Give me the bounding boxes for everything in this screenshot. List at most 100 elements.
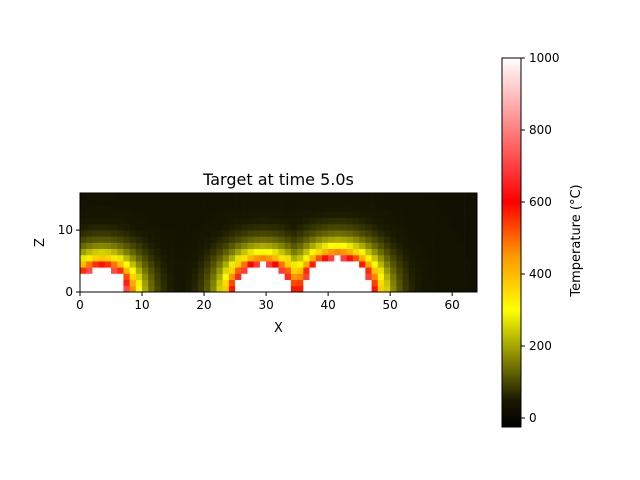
heatmap-cell: [471, 205, 478, 212]
heatmap-cell: [130, 212, 137, 219]
heatmap-cell: [365, 286, 372, 293]
heatmap-cell: [421, 267, 428, 274]
heatmap-cell: [297, 261, 304, 268]
heatmap-cell: [310, 273, 317, 280]
heatmap-cell: [390, 255, 397, 262]
heatmap-cell: [204, 236, 211, 243]
heatmap-cell: [179, 193, 186, 200]
heatmap-cell: [241, 249, 248, 256]
heatmap-cell: [452, 255, 459, 262]
heatmap-cell: [86, 267, 93, 274]
heatmap-cell: [210, 267, 217, 274]
heatmap-cell: [204, 286, 211, 293]
heatmap-cell: [260, 218, 267, 225]
heatmap-cell: [185, 205, 192, 212]
heatmap-cell: [285, 218, 292, 225]
heatmap-cell: [347, 249, 354, 256]
heatmap-cell: [142, 273, 149, 280]
heatmap-cell: [105, 205, 112, 212]
heatmap-cell: [179, 199, 186, 206]
heatmap-cell: [86, 255, 93, 262]
heatmap-cell: [446, 261, 453, 268]
heatmap-cell: [254, 280, 261, 287]
heatmap-cell: [384, 193, 391, 200]
heatmap-cell: [266, 224, 273, 231]
heatmap-cell: [427, 218, 434, 225]
heatmap-cell: [303, 243, 310, 250]
heatmap-cell: [198, 224, 205, 231]
heatmap-cell: [415, 286, 422, 293]
heatmap-cell: [415, 243, 422, 250]
heatmap-cell: [247, 236, 254, 243]
heatmap-cell: [353, 255, 360, 262]
heatmap-cell: [216, 224, 223, 231]
heatmap-cell: [285, 199, 292, 206]
heatmap-cell: [403, 230, 410, 237]
heatmap-cell: [316, 224, 323, 231]
heatmap-cell: [341, 261, 348, 268]
heatmap-cell: [328, 193, 335, 200]
heatmap-cell: [130, 199, 137, 206]
heatmap-cell: [210, 193, 217, 200]
heatmap-cell: [247, 261, 254, 268]
heatmap-cell: [210, 218, 217, 225]
heatmap-cell: [434, 280, 441, 287]
heatmap-cell: [365, 267, 372, 274]
heatmap-cell: [247, 205, 254, 212]
heatmap-cell: [192, 243, 199, 250]
heatmap-cell: [241, 218, 248, 225]
heatmap-cell: [471, 267, 478, 274]
heatmap-cell: [372, 255, 379, 262]
heatmap-cell: [185, 249, 192, 256]
heatmap-cell: [458, 273, 465, 280]
heatmap-cell: [409, 255, 416, 262]
heatmap-cell: [142, 193, 149, 200]
heatmap-cell: [403, 286, 410, 293]
heatmap-cell: [427, 243, 434, 250]
heatmap-cell: [297, 273, 304, 280]
heatmap-cell: [136, 243, 143, 250]
heatmap-cell: [297, 286, 304, 293]
heatmap-cell: [179, 230, 186, 237]
heatmap-cell: [365, 280, 372, 287]
heatmap-cell: [216, 273, 223, 280]
heatmap-cell: [359, 249, 366, 256]
heatmap-cell: [179, 273, 186, 280]
heatmap-cell: [427, 280, 434, 287]
heatmap-cell: [92, 273, 99, 280]
heatmap-cell: [427, 199, 434, 206]
heatmap-cell: [310, 193, 317, 200]
heatmap-cell: [272, 267, 279, 274]
heatmap-cell: [310, 218, 317, 225]
heatmap-cell: [136, 267, 143, 274]
heatmap-cell: [272, 212, 279, 219]
heatmap-cell: [291, 193, 298, 200]
heatmap-cell: [111, 243, 118, 250]
heatmap-cell: [409, 199, 416, 206]
heatmap-cell: [204, 249, 211, 256]
heatmap-cell: [254, 205, 261, 212]
heatmap-cell: [390, 249, 397, 256]
heatmap-cell: [173, 286, 180, 293]
heatmap-cell: [99, 267, 106, 274]
heatmap-cell: [279, 273, 286, 280]
heatmap-cell: [123, 280, 130, 287]
heatmap-cell: [235, 267, 242, 274]
heatmap-cell: [384, 261, 391, 268]
heatmap-cell: [247, 286, 254, 293]
heatmap-cell: [179, 267, 186, 274]
heatmap-cell: [378, 212, 385, 219]
heatmap-cell: [465, 273, 472, 280]
heatmap-cell: [396, 224, 403, 231]
heatmap-cell: [173, 199, 180, 206]
heatmap-cell: [105, 199, 112, 206]
heatmap-cell: [310, 205, 317, 212]
heatmap-cell: [403, 212, 410, 219]
heatmap-cell: [130, 205, 137, 212]
heatmap-cell: [390, 267, 397, 274]
heatmap-cell: [136, 205, 143, 212]
heatmap-cell: [198, 193, 205, 200]
heatmap-cell: [471, 255, 478, 262]
heatmap-cell: [384, 249, 391, 256]
heatmap-cell: [310, 280, 317, 287]
